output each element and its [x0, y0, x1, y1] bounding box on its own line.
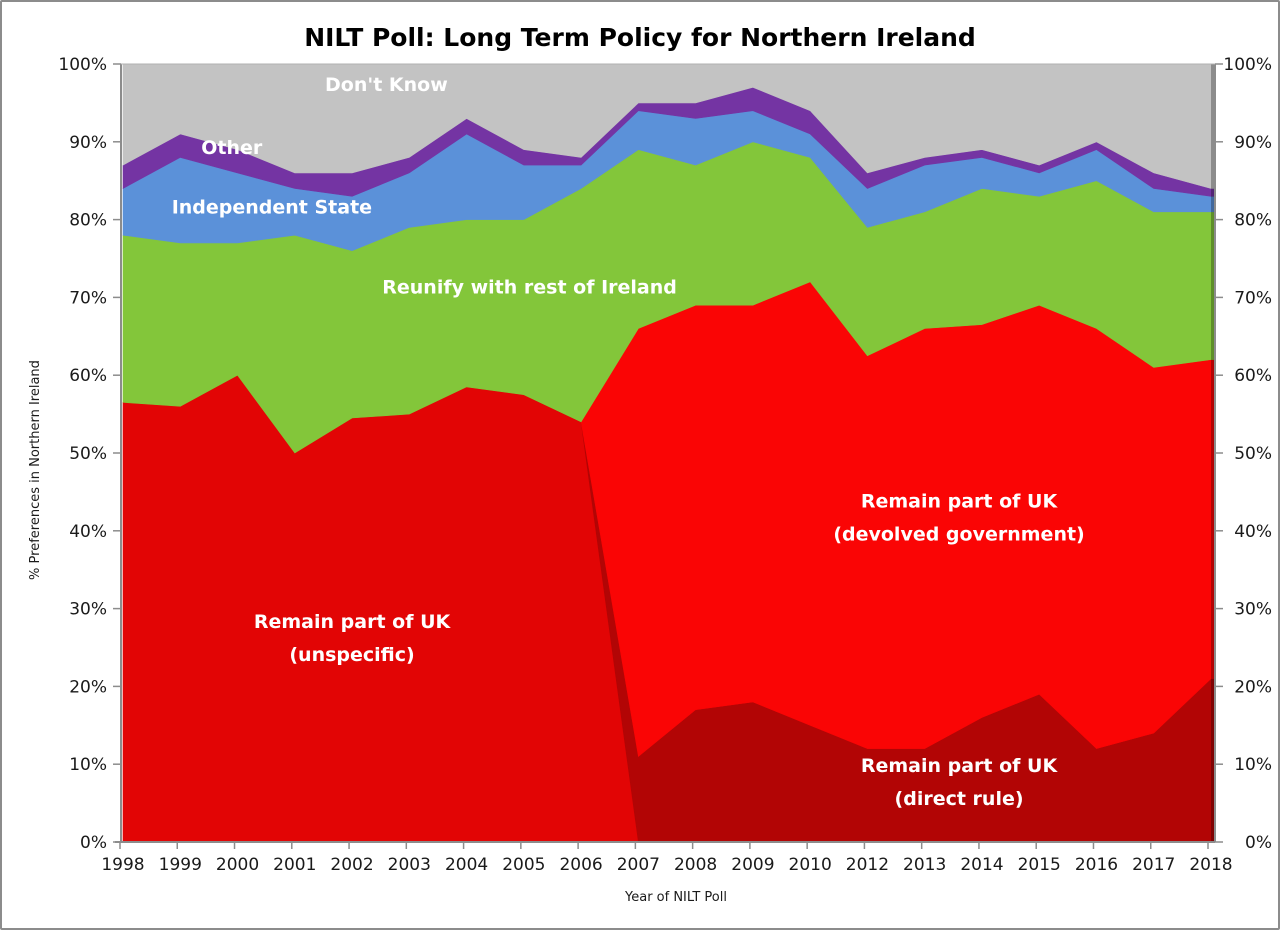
x-tick-label: 2017: [1132, 855, 1175, 875]
chart-title: NILT Poll: Long Term Policy for Northern…: [304, 23, 976, 52]
right-y-tick-label: 30%: [1234, 600, 1272, 620]
label-line: (unspecific): [289, 644, 414, 666]
x-tick-label: 2000: [216, 855, 259, 875]
label-don-t-know: Don't Know: [325, 74, 448, 96]
x-tick-label: 2008: [674, 855, 717, 875]
left-y-tick-label: 0%: [80, 833, 107, 853]
plot-right-edge-shade: [1211, 64, 1215, 842]
x-tick-label: 2018: [1189, 855, 1232, 875]
area-labels: Remain part of UK (unspecific)Remain part…: [172, 74, 1085, 810]
right-y-tick-label: 0%: [1245, 833, 1272, 853]
left-y-tick-label: 60%: [69, 366, 107, 386]
y-axis-title: % Preferences in Northern Ireland: [28, 360, 43, 580]
label-line: Reunify with rest of Ireland: [382, 277, 677, 299]
x-tick-label: 2010: [789, 855, 832, 875]
area-layers: [122, 63, 1216, 843]
x-tick-label: 2002: [330, 855, 373, 875]
label-independent-state: Independent State: [172, 196, 372, 218]
left-y-tick-label: 70%: [69, 288, 107, 308]
left-y-tick-label: 80%: [69, 211, 107, 231]
right-y-tick-label: 50%: [1234, 444, 1272, 464]
label-remain-part-of-uk-unspecific: Remain part of UK (unspecific): [254, 611, 452, 666]
x-tick-label: 2003: [388, 855, 431, 875]
label-remain-part-of-uk-direct-rule: Remain part of UK (direct rule): [861, 755, 1059, 810]
right-y-tick-label: 20%: [1234, 677, 1272, 697]
x-axis-title: Year of NILT Poll: [624, 890, 727, 905]
left-y-tick-label: 100%: [58, 55, 107, 75]
x-tick-label: 2012: [846, 855, 889, 875]
x-tick-label: 2016: [1075, 855, 1118, 875]
left-y-tick-label: 90%: [69, 133, 107, 153]
left-y-tick-label: 20%: [69, 677, 107, 697]
left-y-tick-label: 10%: [69, 755, 107, 775]
x-tick-label: 2006: [559, 855, 602, 875]
left-y-tick-label: 40%: [69, 522, 107, 542]
right-y-tick-label: 60%: [1234, 366, 1272, 386]
label-remain-part-of-uk-devolved-government: Remain part of UK (devolved government): [833, 490, 1084, 545]
label-reunify-with-rest-of-ireland: Reunify with rest of Ireland: [382, 277, 677, 299]
x-tick-label: 1998: [101, 855, 144, 875]
left-y-tick-label: 50%: [69, 444, 107, 464]
axes: 0% 0% 10% 10% 20% 20% 30% 30% 40% 40% 50% 50% 60% 60%…: [58, 55, 1272, 875]
right-y-tick-label: 40%: [1234, 522, 1272, 542]
right-y-tick-label: 80%: [1234, 211, 1272, 231]
x-tick-label: 2009: [731, 855, 774, 875]
right-y-tick-label: 90%: [1234, 133, 1272, 153]
right-y-tick-label: 10%: [1234, 755, 1272, 775]
x-tick-label: 2014: [960, 855, 1003, 875]
label-line: Don't Know: [325, 74, 448, 96]
x-tick-label: 2001: [273, 855, 316, 875]
label-line: Remain part of UK: [861, 755, 1059, 777]
right-y-tick-label: 70%: [1234, 288, 1272, 308]
x-tick-label: 1999: [159, 855, 202, 875]
label-line: Other: [201, 137, 263, 159]
label-other: Other: [201, 137, 263, 159]
label-line: Remain part of UK: [861, 490, 1059, 512]
left-y-tick-label: 30%: [69, 600, 107, 620]
x-tick-label: 2007: [617, 855, 660, 875]
x-tick-label: 2015: [1018, 855, 1061, 875]
x-tick-label: 2013: [903, 855, 946, 875]
label-line: Remain part of UK: [254, 611, 452, 633]
x-tick-label: 2004: [445, 855, 488, 875]
label-line: (direct rule): [895, 788, 1024, 810]
label-line: Independent State: [172, 196, 372, 218]
x-tick-label: 2005: [502, 855, 545, 875]
right-y-tick-label: 100%: [1223, 55, 1272, 75]
label-line: (devolved government): [833, 523, 1084, 545]
